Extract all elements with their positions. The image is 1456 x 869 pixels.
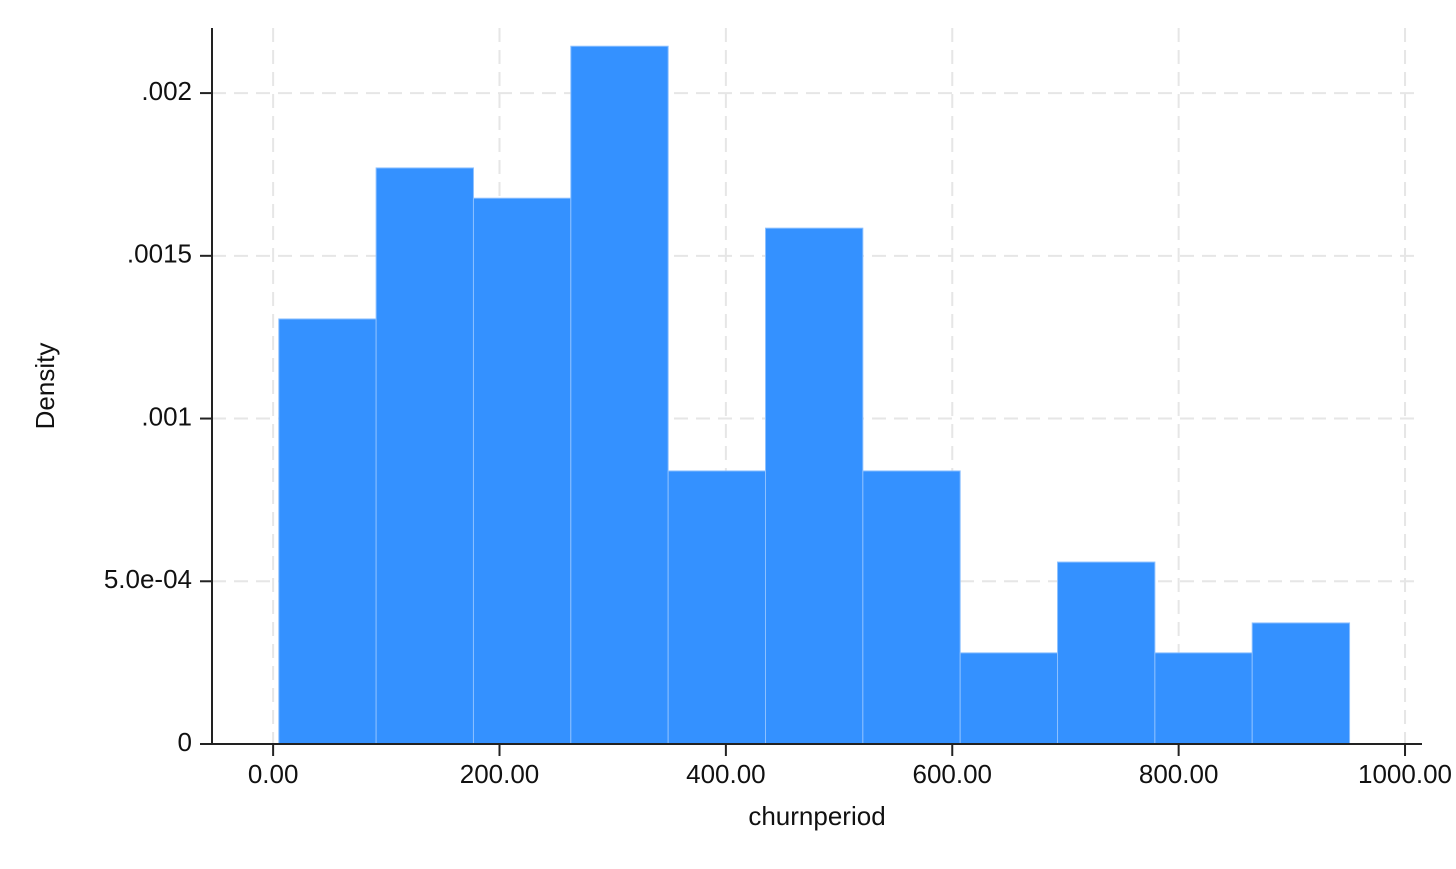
x-axis-title: churnperiod	[748, 801, 885, 831]
bar	[862, 470, 961, 745]
y-tick-label: 0	[178, 727, 192, 757]
bar	[764, 227, 864, 745]
x-tick-label: 1000.00	[1358, 759, 1452, 789]
bar	[278, 318, 377, 745]
y-tick-label: .001	[141, 401, 192, 431]
bar	[1154, 652, 1253, 745]
bar	[570, 45, 669, 745]
bar	[1251, 622, 1351, 745]
x-tick-label: 600.00	[912, 759, 992, 789]
bar	[1057, 561, 1156, 745]
x-tick-label: 200.00	[460, 759, 540, 789]
bar	[667, 470, 766, 745]
bar	[375, 167, 474, 745]
x-tick-label: 0.00	[248, 759, 299, 789]
x-tick-label: 400.00	[686, 759, 766, 789]
y-axis-title: Density	[30, 343, 60, 430]
bar	[959, 652, 1059, 745]
y-tick-label: 5.0e-04	[104, 564, 192, 594]
bar	[472, 197, 572, 745]
y-tick-label: .002	[141, 76, 192, 106]
y-tick-label: .0015	[127, 239, 192, 269]
x-tick-label: 800.00	[1139, 759, 1219, 789]
